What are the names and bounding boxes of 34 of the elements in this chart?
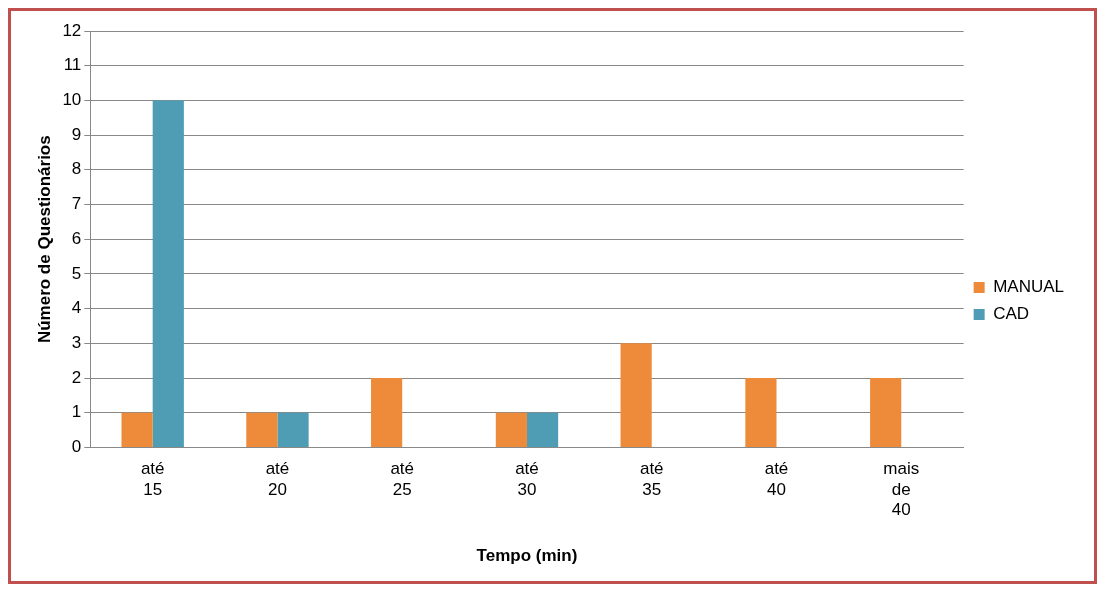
legend-label: CAD (993, 304, 1030, 324)
bar (152, 100, 184, 447)
x-tick-label: até 15 (140, 459, 165, 499)
y-tick-label: 12 (62, 20, 82, 40)
bar (246, 412, 278, 447)
y-tick-label: 4 (71, 298, 82, 318)
y-tick-label: 8 (71, 159, 82, 179)
y-tick-label: 9 (71, 124, 82, 144)
bar (495, 412, 527, 447)
x-tick-label: até 35 (639, 459, 664, 499)
y-axis-title: Número de Questionários (34, 135, 54, 344)
x-tick-label: até 30 (515, 459, 539, 499)
bar (620, 343, 652, 447)
x-axis-title: Tempo (min) (476, 546, 578, 566)
y-tick-label: 0 (71, 437, 82, 457)
x-tick-label: mais de 40 (883, 459, 920, 520)
y-tick-label: 1 (71, 402, 82, 422)
bar (870, 378, 902, 447)
bar (526, 412, 559, 447)
bar (121, 412, 153, 447)
y-tick-label: 5 (71, 263, 82, 283)
y-tick-label: 7 (71, 194, 82, 214)
y-tick-label: 11 (63, 55, 82, 75)
bar (371, 378, 403, 447)
x-tick-label: até 20 (265, 459, 290, 499)
y-tick-label: 10 (62, 90, 82, 110)
y-tick-label: 2 (71, 367, 82, 387)
y-tick-label: 6 (71, 228, 82, 248)
y-tick-label: 3 (71, 332, 82, 352)
bar (277, 412, 309, 447)
bar (745, 378, 777, 447)
x-tick-label: até 40 (764, 459, 789, 499)
legend-label: MANUAL (993, 277, 1065, 297)
x-tick-label: até 25 (390, 459, 415, 499)
